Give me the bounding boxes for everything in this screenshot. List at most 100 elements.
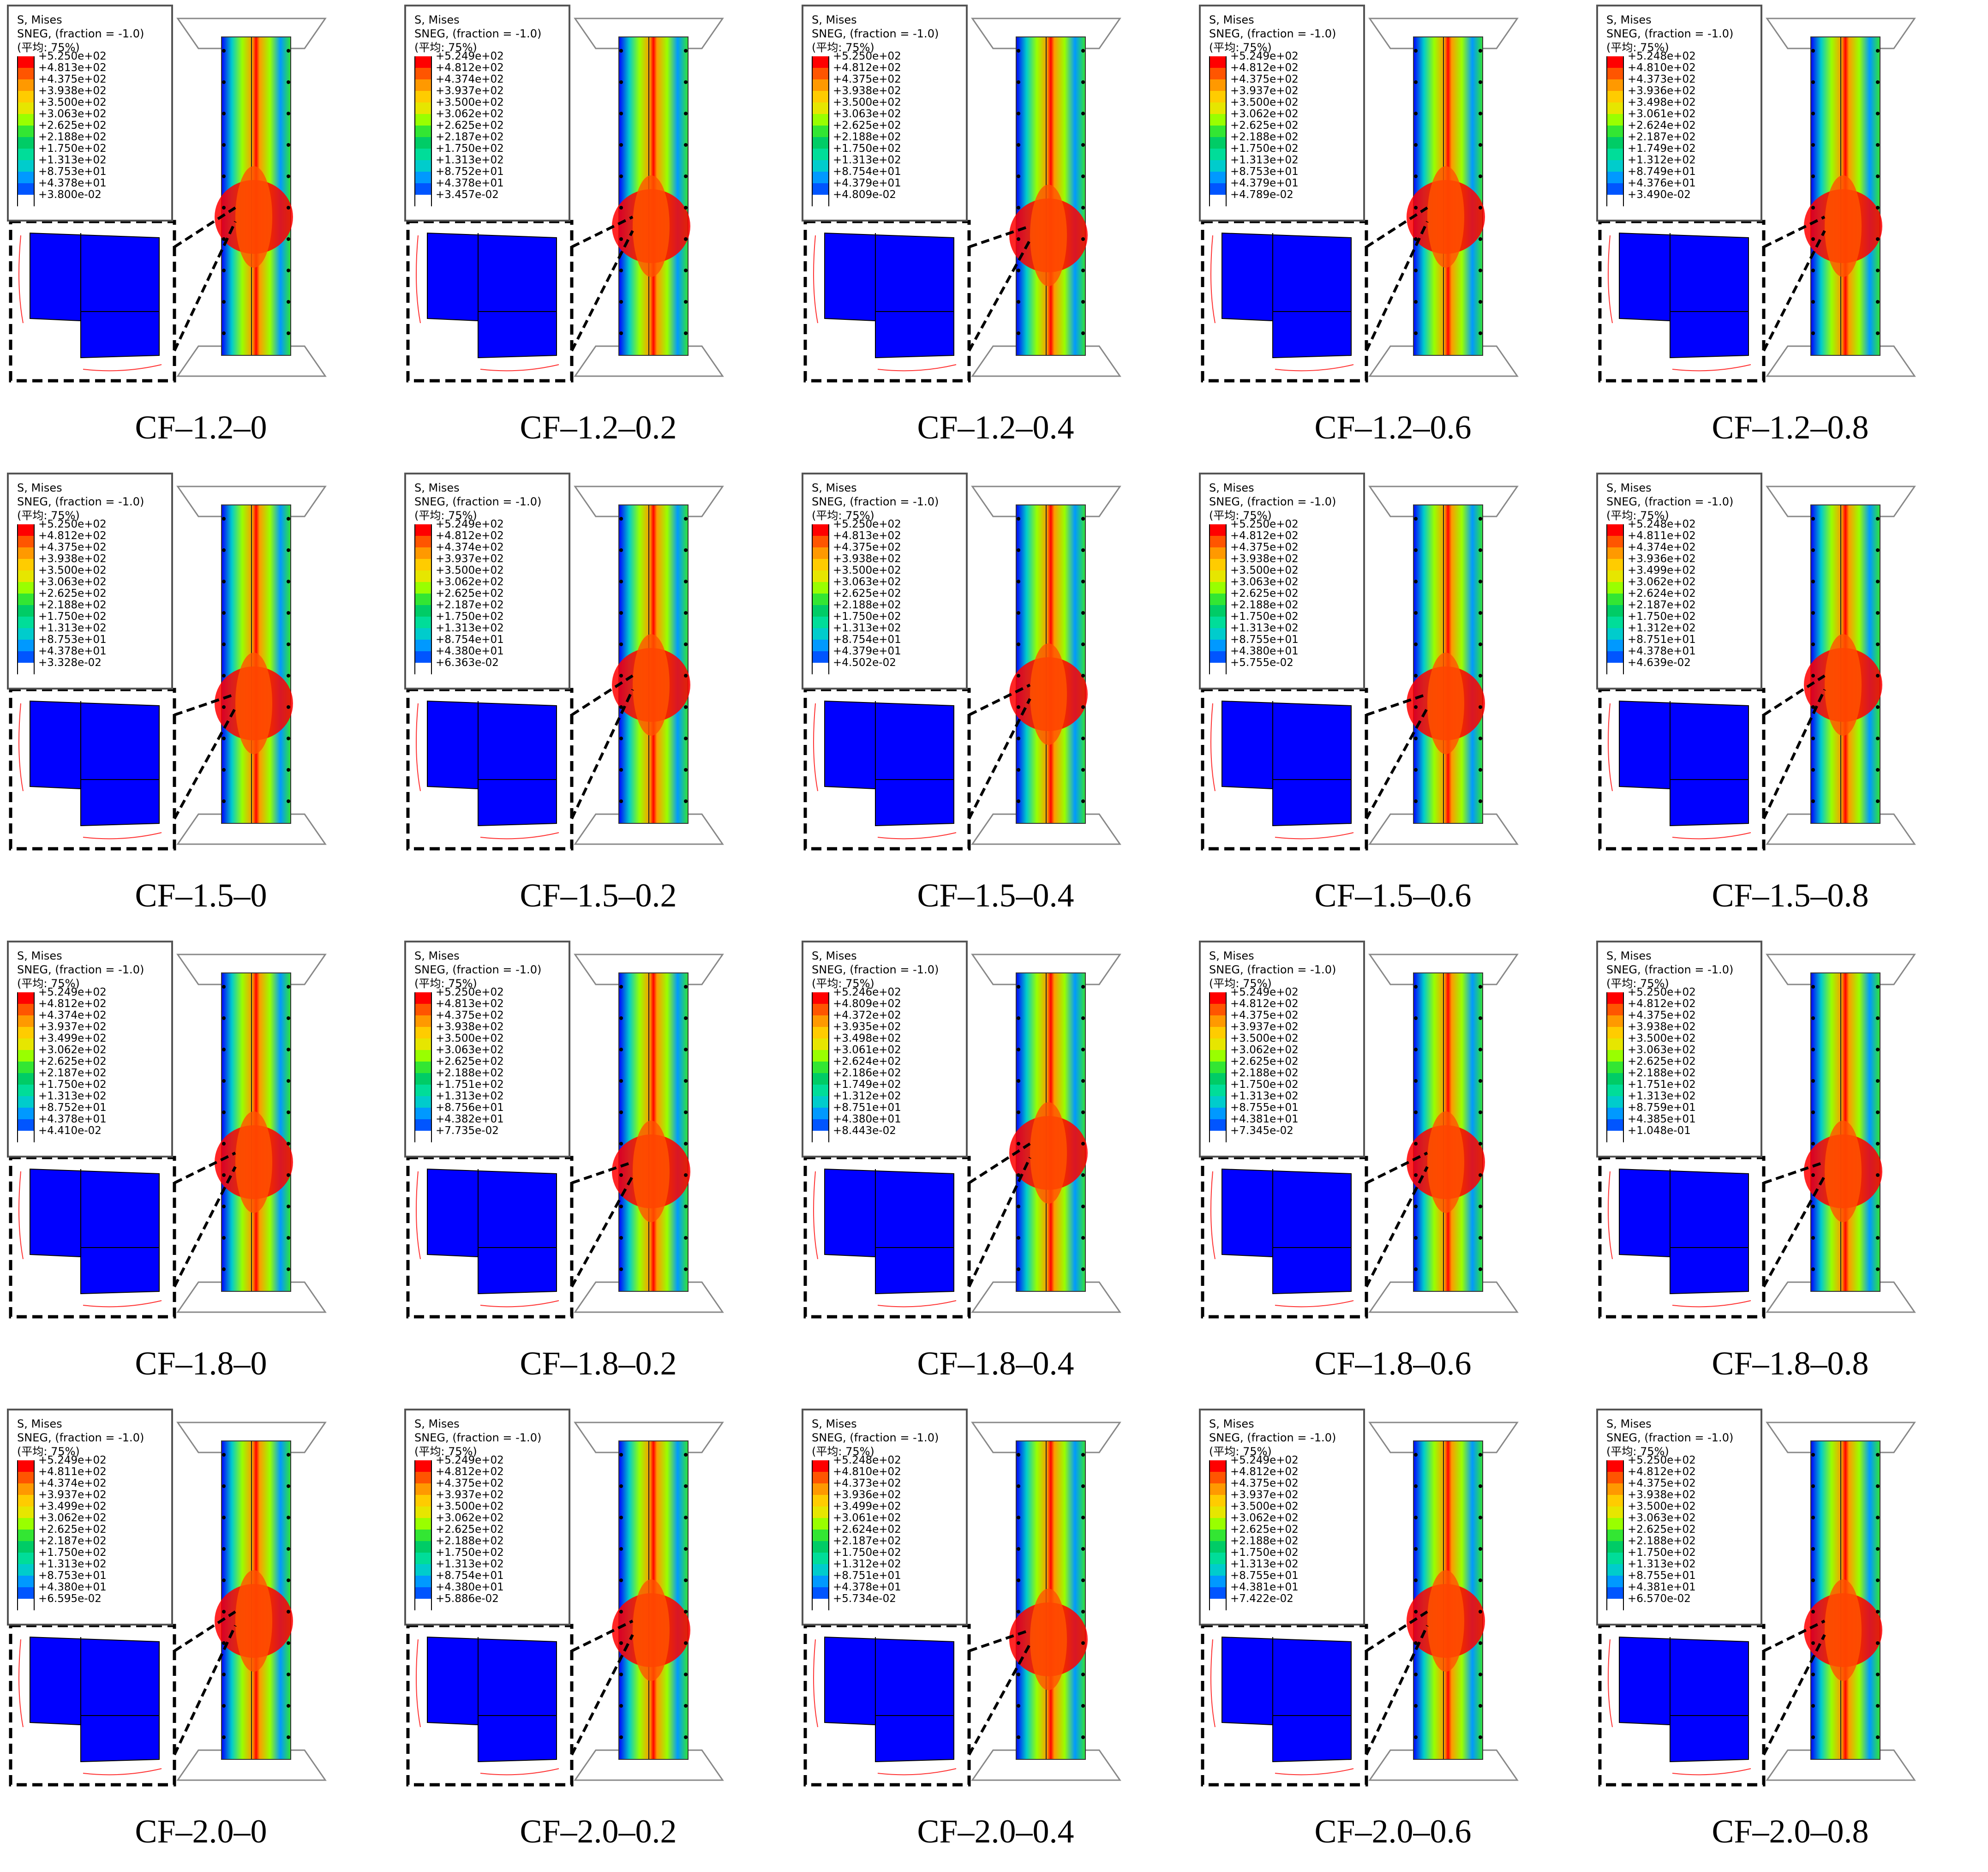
bolt-marker: [222, 1267, 226, 1271]
bolt-marker: [619, 1641, 623, 1645]
panel-caption: CF–2.0–0.4: [917, 1813, 1074, 1850]
bolt-marker: [684, 112, 688, 115]
legend-row: +3.062e+02: [1209, 108, 1355, 126]
legend-color-swatch: [1209, 992, 1227, 1004]
legend-header-line: (平均: 75%): [812, 41, 874, 54]
legend-color-swatch: [17, 1096, 35, 1108]
legend-color-swatch: [1209, 1119, 1227, 1131]
legend-value: +4.373e+02: [833, 1477, 901, 1489]
legend-row: +3.061e+02: [812, 1044, 958, 1062]
legend-value: +4.813e+02: [38, 62, 107, 74]
legend-row: +1.750e+02: [414, 143, 560, 160]
buckling-band: [235, 1570, 272, 1672]
legend-color-swatch: [17, 570, 35, 582]
bolt-marker: [1811, 1641, 1815, 1645]
legend-header-line: S, Mises: [1209, 949, 1254, 962]
legend-value: +3.937e+02: [1230, 1489, 1299, 1501]
contour-legend: S, Mises SNEG, (fraction = -1.0) (平均: 75%)…: [1199, 5, 1365, 222]
bolt-marker: [1081, 1484, 1085, 1488]
legend-value: +5.250e+02: [1628, 1454, 1696, 1466]
legend-color-swatch: [1606, 1472, 1624, 1483]
legend-value: +3.062e+02: [1230, 108, 1299, 120]
legend-row: +2.187e+02: [17, 1536, 163, 1553]
legend-color-swatch: [1606, 56, 1624, 68]
bolt-marker: [1017, 768, 1020, 772]
panel-caption: CF–1.8–0.8: [1712, 1345, 1869, 1382]
bolt-marker: [287, 1735, 290, 1739]
legend-color-swatch: [17, 536, 35, 547]
legend-color-swatch: [414, 1587, 432, 1599]
legend-color-swatch: [1209, 1131, 1227, 1142]
legend-header-line: SNEG, (fraction = -1.0): [1606, 963, 1734, 976]
legend-color-swatch: [1209, 651, 1227, 663]
legend-row: +2.625e+02: [17, 1056, 163, 1073]
legend-color-swatch: [1606, 1506, 1624, 1518]
bolt-marker: [684, 1484, 688, 1488]
legend-value: +4.813e+02: [436, 998, 504, 1010]
legend-value: +4.373e+02: [1628, 73, 1696, 85]
legend-value: +1.750e+02: [1230, 1547, 1299, 1559]
legend-row: +3.937e+02: [17, 1021, 163, 1038]
bolt-marker: [1017, 300, 1020, 304]
legend-value: +5.250e+02: [1230, 518, 1299, 530]
legend-value: +1.313e+02: [436, 1090, 504, 1102]
legend-color-swatch: [414, 137, 432, 149]
legend-row: +1.750e+02: [1606, 611, 1752, 628]
legend-scale: +5.250e+02 +4.813e+02 +4.375e+02 +3.938e+02…: [17, 51, 163, 206]
cross-section-shape: [427, 1168, 557, 1295]
bolt-marker: [684, 642, 688, 646]
bolt-marker: [1479, 1610, 1482, 1614]
legend-row: +4.375e+02: [1209, 542, 1355, 559]
legend-value: +1.749e+02: [833, 1079, 901, 1091]
legend-color-swatch: [414, 1015, 432, 1027]
leader-line: [969, 1629, 1030, 1652]
bolt-marker: [1876, 985, 1880, 989]
legend-color-swatch: [812, 1495, 829, 1506]
legend-color-swatch: [1606, 651, 1624, 663]
legend-color-swatch: [1606, 91, 1624, 102]
legend-color-swatch: [17, 1483, 35, 1495]
legend-color-swatch: [1606, 1015, 1624, 1027]
bolt-marker: [1081, 1079, 1085, 1083]
buckling-band: [235, 1111, 272, 1213]
legend-color-swatch: [812, 1131, 829, 1142]
legend-row: +8.755e+01: [1209, 634, 1355, 651]
legend-value: +4.812e+02: [436, 62, 504, 74]
legend-row: +1.313e+02: [1209, 1091, 1355, 1108]
bolt-marker: [619, 611, 623, 615]
deformed-outline: [416, 703, 559, 840]
legend-color-swatch: [17, 1495, 35, 1506]
legend-color-swatch: [1606, 79, 1624, 91]
bolt-marker: [222, 1704, 226, 1708]
legend-color-swatch: [1209, 1460, 1227, 1472]
bolt-marker: [1017, 1484, 1020, 1488]
legend-value: +3.500e+02: [1230, 96, 1299, 108]
bolt-marker: [1081, 799, 1085, 803]
bolt-marker: [1479, 1516, 1482, 1519]
bolt-marker: [287, 611, 290, 615]
bolt-marker: [619, 1516, 623, 1519]
legend-color-swatch: [17, 114, 35, 126]
bolt-marker: [1017, 1110, 1020, 1114]
legend-value: +2.625e+02: [1628, 1524, 1696, 1536]
legend-header-line: S, Mises: [17, 949, 62, 962]
bolt-marker: [222, 1016, 226, 1020]
bolt-marker: [222, 611, 226, 615]
legend-color-swatch: [414, 651, 432, 663]
legend-value: +4.812e+02: [1230, 530, 1299, 542]
fem-model-drawing: [803, 18, 1121, 383]
bolt-marker: [619, 1205, 623, 1208]
bolt-marker: [1876, 1484, 1880, 1488]
legend-color-swatch: [414, 1472, 432, 1483]
result-panel: S, Mises SNEG, (fraction = -1.0) (平均: 75%)…: [1194, 468, 1592, 936]
bolt-marker: [1414, 580, 1418, 583]
legend-color-swatch: [414, 102, 432, 114]
bolt-marker: [1081, 517, 1085, 521]
legend-row: +3.500e+02: [414, 1501, 560, 1518]
legend-color-swatch: [812, 1530, 829, 1541]
legend-value: +2.187e+02: [38, 1067, 107, 1079]
legend-row: +7.735e-02: [414, 1125, 560, 1142]
legend-value: +4.375e+02: [38, 541, 107, 553]
bolt-marker: [1479, 1079, 1482, 1083]
bolt-marker: [684, 1110, 688, 1114]
